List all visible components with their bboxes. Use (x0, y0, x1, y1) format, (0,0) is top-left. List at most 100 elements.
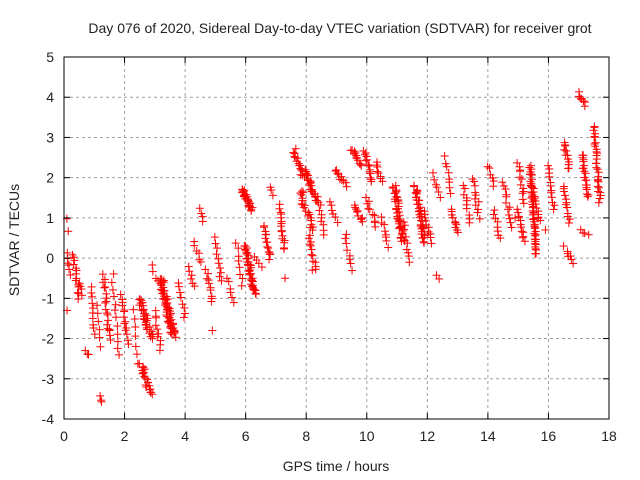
data-point (101, 283, 110, 292)
data-point (113, 337, 122, 346)
data-point (151, 321, 160, 330)
data-point (305, 210, 314, 219)
data-point (181, 309, 190, 318)
data-point (141, 373, 150, 382)
data-point (185, 267, 194, 276)
data-point (427, 239, 436, 248)
data-point (448, 213, 457, 222)
data-point (519, 199, 528, 208)
data-point (475, 214, 484, 223)
data-point (591, 138, 600, 147)
data-point (317, 217, 326, 226)
y-tick-label: -1 (42, 290, 55, 306)
data-point (234, 244, 243, 253)
data-point (580, 102, 589, 111)
data-point (559, 242, 568, 251)
data-point (90, 330, 99, 339)
data-point (148, 267, 157, 276)
data-point (473, 208, 482, 217)
data-point (131, 332, 140, 341)
data-point (560, 191, 569, 200)
data-point (73, 288, 82, 297)
data-point (342, 182, 351, 191)
data-point (180, 303, 189, 312)
data-point (249, 285, 258, 294)
data-point (489, 210, 498, 219)
x-tick-label: 6 (242, 428, 250, 444)
data-point (81, 346, 90, 355)
data-point (372, 161, 381, 170)
data-point (176, 293, 185, 302)
data-point (584, 230, 593, 239)
data-point (547, 193, 556, 202)
data-point (434, 187, 443, 196)
data-point (518, 195, 527, 204)
x-tick-label: 8 (302, 428, 310, 444)
data-point (391, 188, 400, 197)
data-point (579, 97, 588, 106)
data-point (113, 330, 122, 339)
data-point (108, 285, 117, 294)
data-point (313, 192, 322, 201)
data-point (135, 359, 144, 368)
data-point (566, 252, 575, 261)
data-point (245, 269, 254, 278)
data-point (404, 248, 413, 257)
data-point (72, 274, 81, 283)
y-tick-label: 1 (46, 210, 54, 226)
data-point (356, 160, 365, 169)
data-point (148, 390, 157, 399)
data-point (210, 233, 219, 242)
data-point (104, 316, 113, 325)
data-point (578, 153, 587, 162)
data-point (259, 223, 268, 232)
y-tick-label: 4 (46, 89, 54, 105)
data-point (541, 225, 550, 234)
data-point (206, 286, 215, 295)
data-point (142, 316, 151, 325)
data-point (595, 194, 604, 203)
data-point (120, 319, 129, 328)
data-point (174, 279, 183, 288)
data-point (152, 313, 161, 322)
data-point (419, 233, 428, 242)
data-point (316, 200, 325, 209)
data-point (281, 274, 290, 283)
data-point (589, 126, 598, 135)
data-point (400, 221, 409, 230)
data-point (549, 205, 558, 214)
data-point (319, 230, 328, 239)
data-point (399, 218, 408, 227)
data-point (442, 162, 451, 171)
data-point (103, 324, 112, 333)
data-point (247, 276, 256, 285)
data-point (93, 301, 102, 310)
data-point (301, 165, 310, 174)
data-point (146, 332, 155, 341)
data-point (135, 301, 144, 310)
data-point (88, 299, 97, 308)
data-point (594, 168, 603, 177)
data-point (517, 227, 526, 236)
data-point (590, 133, 599, 142)
data-point (102, 297, 111, 306)
data-point (331, 213, 340, 222)
x-tick-label: 4 (181, 428, 189, 444)
data-point (435, 274, 444, 283)
data-point (237, 281, 246, 290)
data-point (190, 241, 199, 250)
data-point (368, 210, 377, 219)
data-point (174, 282, 183, 291)
data-point (364, 160, 373, 169)
data-point (89, 324, 98, 333)
data-point (171, 333, 180, 342)
data-point (124, 340, 133, 349)
data-point (65, 265, 74, 274)
data-point (402, 245, 411, 254)
data-point (453, 228, 462, 237)
data-point (333, 218, 342, 227)
data-point (84, 350, 93, 359)
data-point (353, 156, 362, 165)
data-point (398, 229, 407, 238)
data-point (261, 234, 270, 243)
